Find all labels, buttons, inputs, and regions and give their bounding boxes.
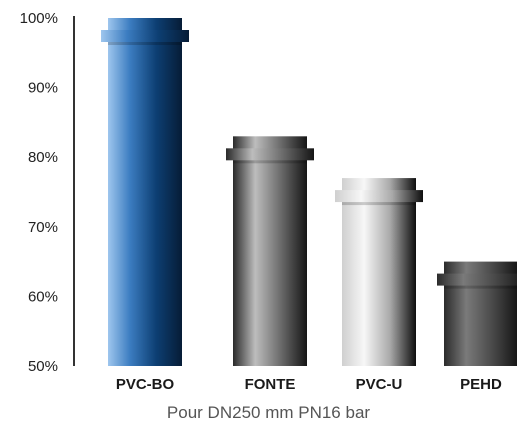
bar-fonte [226, 136, 314, 366]
category-labels: PVC-BO FONTE PVC-U PEHD [116, 376, 502, 393]
y-tick-labels: 50% 60% 70% 80% 90% 100% [20, 10, 58, 375]
bar-pvc-bo [101, 18, 189, 366]
y-tick-label-5: 100% [20, 10, 58, 27]
bar-body-2 [342, 178, 416, 366]
category-label-2: PVC-U [356, 376, 403, 393]
chart: 50% 60% 70% 80% 90% 100% PVC-BO FONTE PVC-U PEHD [20, 10, 517, 393]
bar-collar-3 [437, 273, 517, 286]
bar-pvc-u [335, 178, 423, 366]
bar-collar-1 [226, 148, 314, 161]
y-tick-label-3: 80% [28, 149, 58, 166]
bar-collar-2 [335, 190, 423, 203]
bar-shadow-2 [342, 202, 416, 206]
bar-shadow-3 [444, 285, 517, 289]
bar-shadow-0 [108, 42, 182, 45]
bar-pehd [437, 261, 517, 366]
bar-body-1 [233, 136, 307, 366]
y-tick-label-2: 70% [28, 219, 58, 236]
chart-caption: Pour DN250 mm PN16 bar [166, 403, 371, 422]
bar-collar-0 [101, 30, 189, 42]
category-label-3: PEHD [460, 376, 502, 393]
y-tick-label-1: 60% [28, 288, 58, 305]
y-tick-label-4: 90% [28, 80, 58, 97]
bar-shadow-1 [233, 160, 307, 164]
category-label-1: FONTE [245, 376, 296, 393]
y-tick-label-0: 50% [28, 358, 58, 375]
category-label-0: PVC-BO [116, 376, 175, 393]
bar-body-0 [108, 18, 182, 366]
bars [101, 18, 517, 366]
